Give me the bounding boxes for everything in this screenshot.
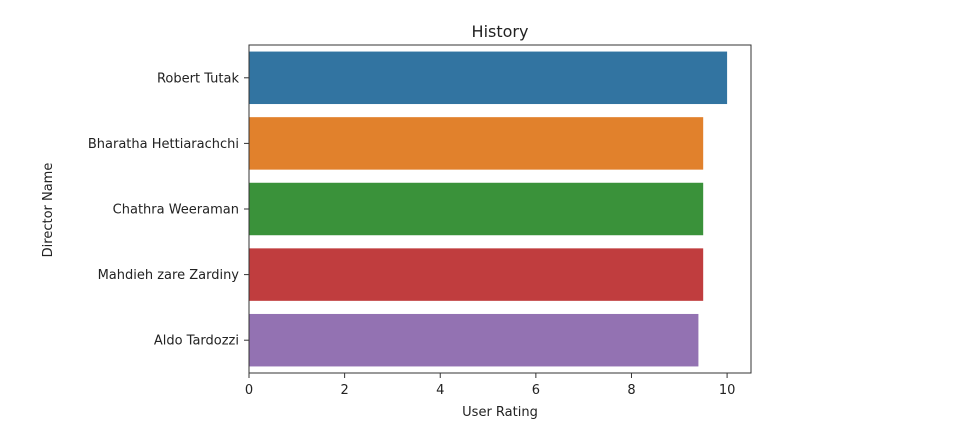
x-axis: 0 2 4 6 8 10 bbox=[245, 373, 736, 398]
y-axis-label: Director Name bbox=[41, 163, 56, 258]
bar-4 bbox=[249, 313, 699, 367]
x-tick-label: 8 bbox=[627, 383, 635, 398]
bar-2 bbox=[249, 182, 704, 236]
y-tick-label: Aldo Tardozzi bbox=[154, 334, 239, 349]
y-tick-label: Mahdieh zare Zardiny bbox=[98, 268, 240, 283]
bar-1 bbox=[249, 117, 704, 170]
y-tick-label: Bharatha Hettiarachchi bbox=[88, 137, 239, 152]
bar-3 bbox=[249, 248, 704, 301]
x-tick-label: 10 bbox=[719, 383, 736, 398]
x-tick-label: 2 bbox=[340, 383, 348, 398]
y-axis: Robert Tutak Bharatha Hettiarachchi Chathr… bbox=[88, 71, 249, 349]
bars-group bbox=[249, 51, 728, 367]
y-tick-label: Chathra Weeraman bbox=[113, 203, 239, 218]
x-tick-label: 6 bbox=[532, 383, 540, 398]
plot-frame bbox=[248, 44, 752, 374]
bar-0 bbox=[249, 51, 728, 105]
x-tick-label: 0 bbox=[245, 383, 253, 398]
y-tick-label: Robert Tutak bbox=[157, 71, 239, 86]
chart-title: History bbox=[472, 22, 529, 41]
x-axis-label: User Rating bbox=[462, 405, 538, 420]
x-tick-label: 4 bbox=[436, 383, 444, 398]
